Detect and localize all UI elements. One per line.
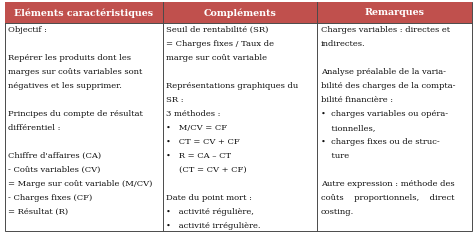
Text: ture: ture: [321, 152, 349, 160]
Bar: [163, 2, 317, 23]
Text: Objectif :: Objectif :: [9, 26, 47, 34]
Text: indirectes.: indirectes.: [321, 40, 365, 48]
Text: coûts    proportionnels,    direct: coûts proportionnels, direct: [321, 194, 454, 202]
Text: •   CT = CV + CF: • CT = CV + CF: [166, 138, 240, 146]
Text: bilité des charges de la compta-: bilité des charges de la compta-: [321, 82, 456, 90]
Text: Repérer les produits dont les: Repérer les produits dont les: [9, 54, 131, 62]
Text: - Coûts variables (CV): - Coûts variables (CV): [9, 166, 101, 174]
Text: costing.: costing.: [321, 208, 354, 216]
Text: •  charges variables ou opéra-: • charges variables ou opéra-: [321, 110, 448, 118]
Bar: [317, 2, 472, 23]
Text: Seuil de rentabilité (SR): Seuil de rentabilité (SR): [166, 26, 269, 34]
Text: 3 méthodes :: 3 méthodes :: [166, 110, 221, 118]
Text: Analyse préalable de la varia-: Analyse préalable de la varia-: [321, 68, 446, 76]
Text: (CT = CV + CF): (CT = CV + CF): [166, 166, 247, 174]
Text: •   activité régulière,: • activité régulière,: [166, 208, 254, 216]
Text: Principes du compte de résultat: Principes du compte de résultat: [9, 110, 143, 118]
Text: = Charges fixes / Taux de: = Charges fixes / Taux de: [166, 40, 274, 48]
Text: Charges variables : directes et: Charges variables : directes et: [321, 26, 450, 34]
Text: Chiffre d'affaires (CA): Chiffre d'affaires (CA): [9, 152, 101, 160]
Text: = Marge sur coût variable (M/CV): = Marge sur coût variable (M/CV): [9, 180, 153, 188]
Text: Remarques: Remarques: [365, 8, 424, 17]
Text: négatives et les supprimer.: négatives et les supprimer.: [9, 82, 122, 90]
Text: différentiel :: différentiel :: [9, 124, 61, 132]
Bar: [5, 2, 163, 23]
Text: marge sur coût variable: marge sur coût variable: [166, 54, 267, 62]
Text: Eléments caractéristiques: Eléments caractéristiques: [14, 8, 153, 17]
Text: •   R = CA – CT: • R = CA – CT: [166, 152, 231, 160]
Text: Compléments: Compléments: [203, 8, 276, 17]
Text: •  charges fixes ou de struc-: • charges fixes ou de struc-: [321, 138, 439, 146]
Text: marges sur coûts variables sont: marges sur coûts variables sont: [9, 68, 143, 76]
Text: Date du point mort :: Date du point mort :: [166, 194, 252, 202]
Text: Représentations graphiques du: Représentations graphiques du: [166, 82, 299, 90]
Text: = Résultat (R): = Résultat (R): [9, 208, 69, 216]
Text: SR :: SR :: [166, 96, 184, 104]
Text: - Charges fixes (CF): - Charges fixes (CF): [9, 194, 93, 202]
Text: •   activité irrégulière.: • activité irrégulière.: [166, 222, 261, 230]
Text: •   M/CV = CF: • M/CV = CF: [166, 124, 228, 132]
Text: tionnelles,: tionnelles,: [321, 124, 375, 132]
Text: Autre expression : méthode des: Autre expression : méthode des: [321, 180, 455, 188]
Text: bilité financière :: bilité financière :: [321, 96, 393, 104]
